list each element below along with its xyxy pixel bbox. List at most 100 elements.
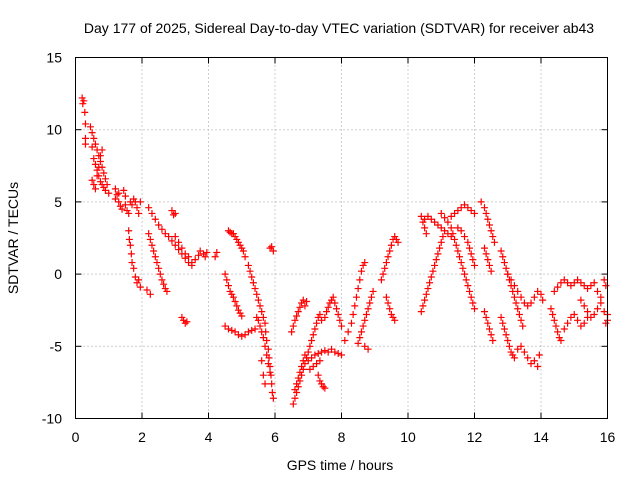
- data-point: [296, 368, 304, 376]
- x-tick-label: 16: [600, 429, 616, 445]
- data-point: [289, 400, 297, 408]
- data-point: [424, 285, 432, 293]
- data-point: [256, 322, 264, 330]
- series-arc-26: [447, 201, 478, 269]
- data-point: [436, 244, 444, 252]
- data-point: [333, 305, 341, 313]
- data-point: [231, 298, 239, 306]
- data-point: [594, 305, 602, 313]
- data-point: [356, 334, 364, 342]
- data-point: [90, 181, 98, 189]
- data-point: [185, 253, 193, 261]
- data-point: [514, 287, 522, 295]
- data-point: [577, 296, 585, 304]
- data-point: [359, 322, 367, 330]
- x-tick-label: 0: [72, 429, 80, 445]
- data-point: [334, 350, 342, 358]
- data-point: [127, 250, 135, 258]
- data-point: [81, 120, 89, 128]
- x-tick-label: 2: [138, 429, 146, 445]
- data-point: [248, 273, 256, 281]
- data-point: [381, 264, 389, 272]
- data-point: [527, 299, 535, 307]
- data-point: [500, 325, 508, 333]
- data-point: [362, 311, 370, 319]
- series-arc-3: [111, 185, 144, 217]
- data-point: [417, 212, 425, 220]
- data-point: [552, 322, 560, 330]
- data-point: [469, 256, 477, 264]
- data-point: [291, 386, 299, 394]
- data-point: [171, 209, 179, 217]
- data-point: [294, 374, 302, 382]
- data-point: [520, 348, 528, 356]
- data-point: [183, 318, 191, 326]
- data-point: [224, 325, 232, 333]
- data-point: [118, 205, 126, 213]
- data-point: [160, 280, 168, 288]
- data-point: [171, 233, 179, 241]
- data-point: [153, 259, 161, 267]
- data-point: [361, 259, 369, 267]
- data-point: [471, 209, 478, 217]
- data-point: [391, 316, 399, 324]
- data-point: [256, 302, 264, 310]
- series-arc-31: [504, 270, 547, 310]
- data-point: [600, 276, 608, 284]
- data-point: [480, 204, 488, 212]
- y-tick-label: 5: [54, 194, 62, 210]
- y-tick-label: 0: [54, 266, 62, 282]
- data-point: [549, 311, 557, 319]
- data-point: [467, 293, 475, 301]
- data-point: [168, 237, 176, 245]
- data-point: [311, 325, 319, 333]
- data-point: [487, 267, 495, 275]
- data-point: [151, 253, 159, 261]
- data-point: [311, 351, 319, 359]
- data-point: [314, 371, 322, 379]
- data-point: [148, 209, 156, 217]
- x-axis-label: GPS time / hours: [287, 457, 394, 473]
- data-point: [259, 313, 267, 321]
- data-point: [268, 380, 276, 388]
- data-point: [464, 238, 472, 246]
- data-point: [318, 348, 326, 356]
- data-point: [500, 259, 508, 267]
- x-tick-label: 4: [205, 429, 213, 445]
- data-point: [313, 319, 321, 327]
- data-point: [126, 241, 134, 249]
- data-point: [88, 129, 96, 137]
- data-point: [178, 244, 186, 252]
- data-point: [308, 337, 316, 345]
- data-point: [394, 238, 402, 246]
- series-arc-30: [497, 313, 543, 371]
- series-arc-1: [78, 94, 89, 148]
- data-point: [251, 285, 259, 293]
- data-point: [261, 319, 269, 327]
- data-point: [497, 313, 505, 321]
- series-arc-24: [417, 212, 455, 316]
- data-point: [361, 316, 369, 324]
- data-point: [80, 97, 88, 105]
- series-arc-12: [221, 270, 246, 320]
- data-point: [103, 181, 111, 189]
- data-point: [336, 316, 344, 324]
- data-point: [429, 267, 437, 275]
- data-point: [590, 311, 598, 319]
- data-point: [510, 282, 518, 290]
- data-point: [570, 311, 578, 319]
- data-point: [148, 241, 156, 249]
- data-point: [145, 230, 153, 238]
- data-point: [268, 243, 276, 251]
- plot-frame: [75, 57, 608, 419]
- data-point: [484, 256, 492, 264]
- data-point: [146, 290, 154, 298]
- data-point: [229, 293, 237, 301]
- series-arc-32: [547, 305, 592, 345]
- data-point: [111, 185, 119, 193]
- data-point: [213, 248, 221, 256]
- data-point: [467, 250, 475, 258]
- data-point: [441, 214, 449, 222]
- data-point: [351, 302, 359, 310]
- data-point: [91, 140, 99, 148]
